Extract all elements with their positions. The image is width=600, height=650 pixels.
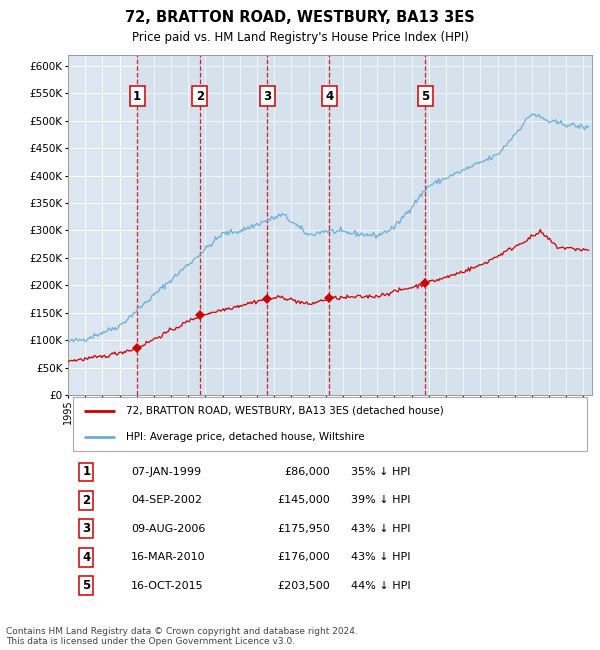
- Text: 2: 2: [196, 90, 204, 103]
- Text: £175,950: £175,950: [277, 524, 330, 534]
- Text: £86,000: £86,000: [284, 467, 330, 477]
- Text: 72, BRATTON ROAD, WESTBURY, BA13 3ES (detached house): 72, BRATTON ROAD, WESTBURY, BA13 3ES (de…: [125, 406, 443, 415]
- Text: 5: 5: [82, 579, 91, 592]
- Text: 3: 3: [82, 523, 91, 536]
- Text: 4: 4: [325, 90, 334, 103]
- Text: 2: 2: [82, 494, 91, 507]
- FancyBboxPatch shape: [73, 397, 587, 450]
- Text: 43% ↓ HPI: 43% ↓ HPI: [351, 524, 410, 534]
- Bar: [137, 55, 200, 395]
- Text: 44% ↓ HPI: 44% ↓ HPI: [351, 580, 410, 591]
- Text: 3: 3: [263, 90, 272, 103]
- Text: £203,500: £203,500: [277, 580, 330, 591]
- Bar: [200, 55, 268, 395]
- Text: Contains HM Land Registry data © Crown copyright and database right 2024.
This d: Contains HM Land Registry data © Crown c…: [6, 627, 358, 646]
- Text: 5: 5: [421, 90, 430, 103]
- Text: £176,000: £176,000: [277, 552, 330, 562]
- Text: 39% ↓ HPI: 39% ↓ HPI: [351, 495, 410, 506]
- Text: 43% ↓ HPI: 43% ↓ HPI: [351, 552, 410, 562]
- Text: £145,000: £145,000: [277, 495, 330, 506]
- Text: Price paid vs. HM Land Registry's House Price Index (HPI): Price paid vs. HM Land Registry's House …: [131, 31, 469, 44]
- Bar: [425, 55, 592, 395]
- Text: 16-MAR-2010: 16-MAR-2010: [131, 552, 206, 562]
- Bar: [329, 55, 425, 395]
- Bar: [268, 55, 329, 395]
- Text: 16-OCT-2015: 16-OCT-2015: [131, 580, 203, 591]
- Text: 35% ↓ HPI: 35% ↓ HPI: [351, 467, 410, 477]
- Text: 09-AUG-2006: 09-AUG-2006: [131, 524, 205, 534]
- Text: HPI: Average price, detached house, Wiltshire: HPI: Average price, detached house, Wilt…: [125, 432, 364, 443]
- Text: 72, BRATTON ROAD, WESTBURY, BA13 3ES: 72, BRATTON ROAD, WESTBURY, BA13 3ES: [125, 10, 475, 25]
- Text: 07-JAN-1999: 07-JAN-1999: [131, 467, 201, 477]
- Text: 04-SEP-2002: 04-SEP-2002: [131, 495, 202, 506]
- Text: 1: 1: [82, 465, 91, 478]
- Text: 1: 1: [133, 90, 141, 103]
- Text: 4: 4: [82, 551, 91, 564]
